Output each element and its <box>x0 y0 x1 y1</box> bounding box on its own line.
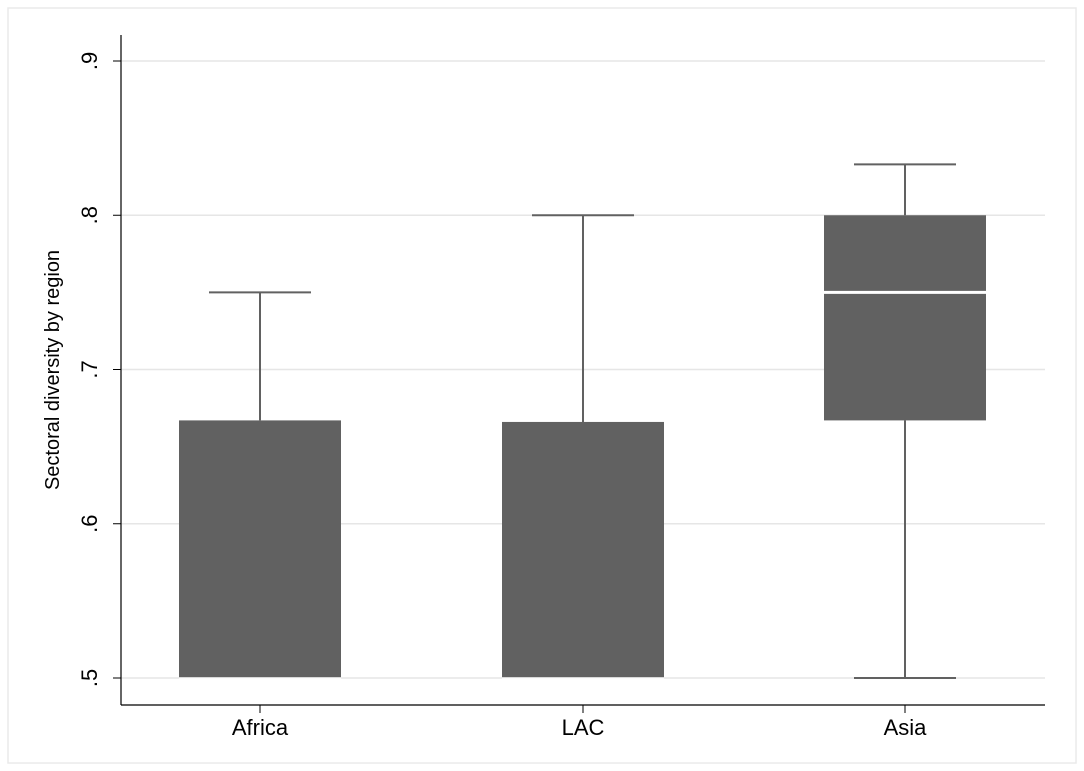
whiskers <box>209 163 956 679</box>
box-asia <box>824 215 986 421</box>
y-tick-label-0: .5 <box>77 669 102 687</box>
x-tick-label-africa: Africa <box>232 715 289 740</box>
y-ticks: .5 .6 .7 .8 .9 <box>77 52 121 687</box>
boxes <box>179 215 986 678</box>
box-africa <box>179 420 341 678</box>
y-tick-label-3: .8 <box>77 206 102 224</box>
medians <box>179 290 986 679</box>
y-tick-label-4: .9 <box>77 52 102 70</box>
y-axis-label: Sectoral diversity by region <box>42 250 64 490</box>
x-ticks: Africa LAC Asia <box>232 705 927 740</box>
y-tick-label-1: .6 <box>77 515 102 533</box>
x-tick-label-lac: LAC <box>562 715 605 740</box>
x-tick-label-asia: Asia <box>884 715 928 740</box>
box-lac <box>502 421 664 678</box>
y-tick-label-2: .7 <box>77 360 102 378</box>
